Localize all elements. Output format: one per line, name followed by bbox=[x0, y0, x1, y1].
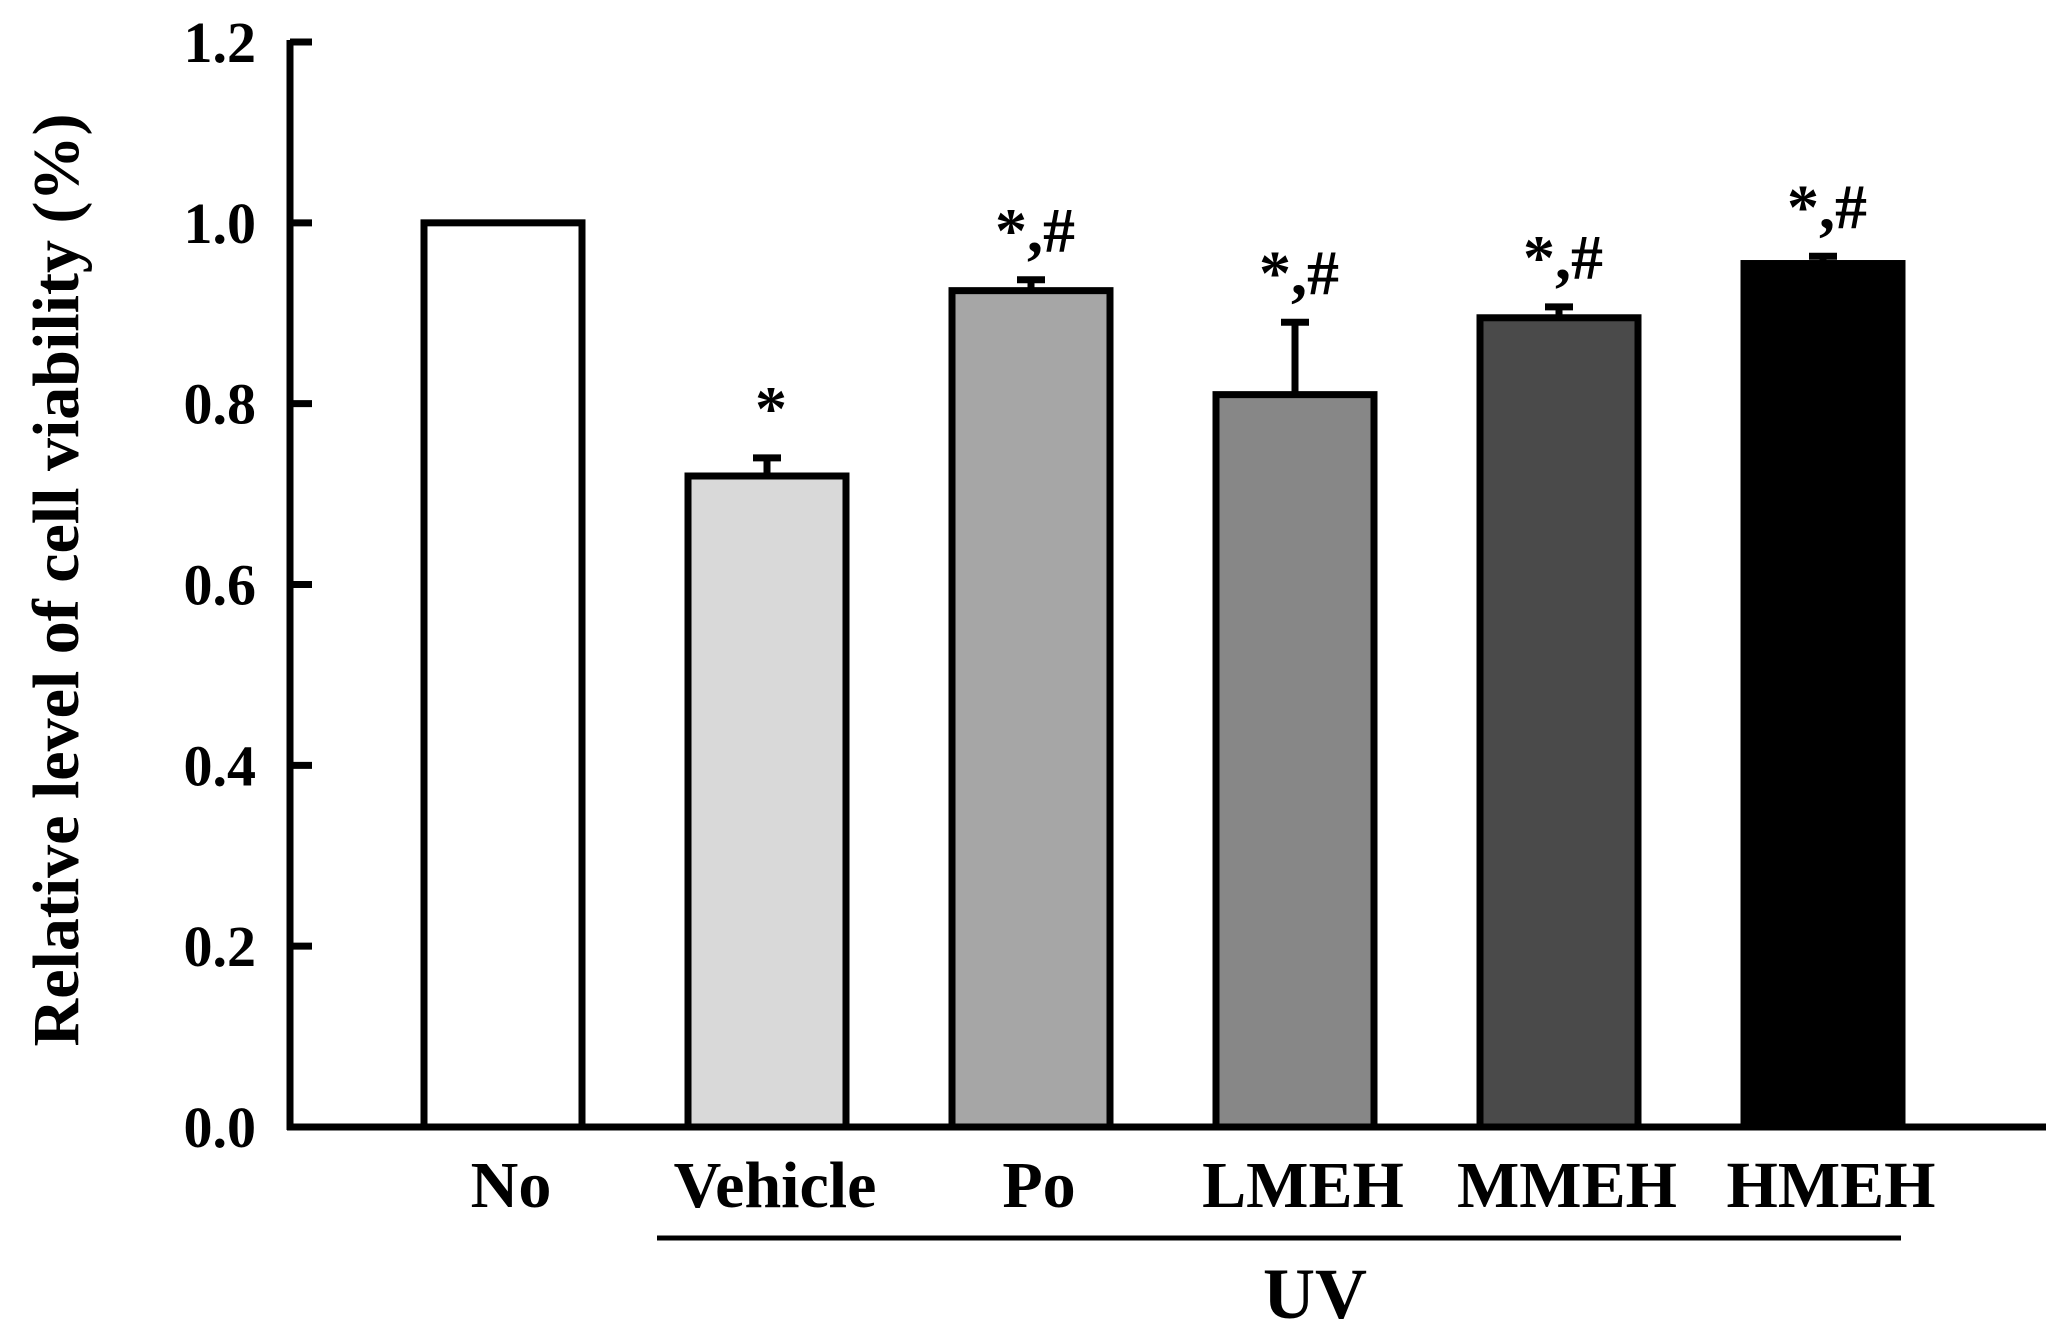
bar-no bbox=[420, 219, 586, 1131]
x-tick-label-vehicle: Vehicle bbox=[674, 1149, 877, 1222]
y-axis-label: Relative level of cell viability (%) bbox=[20, 114, 93, 1047]
uv-group-label: UV bbox=[1263, 1254, 1367, 1334]
y-tick-label-0.2: 0.2 bbox=[184, 914, 257, 979]
significance-label-mmeh: *,# bbox=[1523, 222, 1603, 293]
y-tick-label-1.0: 1.0 bbox=[184, 191, 257, 256]
bar-mmeh bbox=[1476, 314, 1642, 1131]
axes-layer bbox=[286, 38, 2046, 1241]
bars-layer bbox=[420, 219, 1906, 1131]
bar-po bbox=[948, 287, 1114, 1131]
bar-hmeh bbox=[1740, 260, 1906, 1131]
x-tick-label-hmeh: HMEH bbox=[1727, 1149, 1936, 1222]
y-tick-label-0.4: 0.4 bbox=[184, 733, 257, 798]
y-tick-label-0.8: 0.8 bbox=[184, 372, 257, 437]
significance-label-lmeh: *,# bbox=[1259, 237, 1339, 308]
y-axis-label-group: Relative level of cell viability (%) bbox=[20, 114, 93, 1047]
x-tick-label-lmeh: LMEH bbox=[1202, 1149, 1404, 1222]
labels-layer: No * Vehicle *,# Po *,# LMEH *,# MMEH *,# HMEH 0.0 0… bbox=[184, 10, 1936, 1334]
significance-label-hmeh: *,# bbox=[1787, 171, 1867, 242]
x-tick-label-mmeh: MMEH bbox=[1457, 1149, 1677, 1222]
y-tick-label-0.6: 0.6 bbox=[184, 553, 257, 618]
y-tick-label-0.0: 0.0 bbox=[184, 1095, 257, 1160]
x-tick-label-no: No bbox=[471, 1149, 552, 1222]
significance-label-po: *,# bbox=[995, 195, 1075, 266]
significance-label-vehicle: * bbox=[755, 373, 787, 444]
bar-lmeh bbox=[1212, 391, 1378, 1131]
x-tick-label-po: Po bbox=[1002, 1149, 1075, 1222]
bar-vehicle bbox=[684, 472, 850, 1131]
y-tick-label-1.2: 1.2 bbox=[184, 10, 257, 75]
